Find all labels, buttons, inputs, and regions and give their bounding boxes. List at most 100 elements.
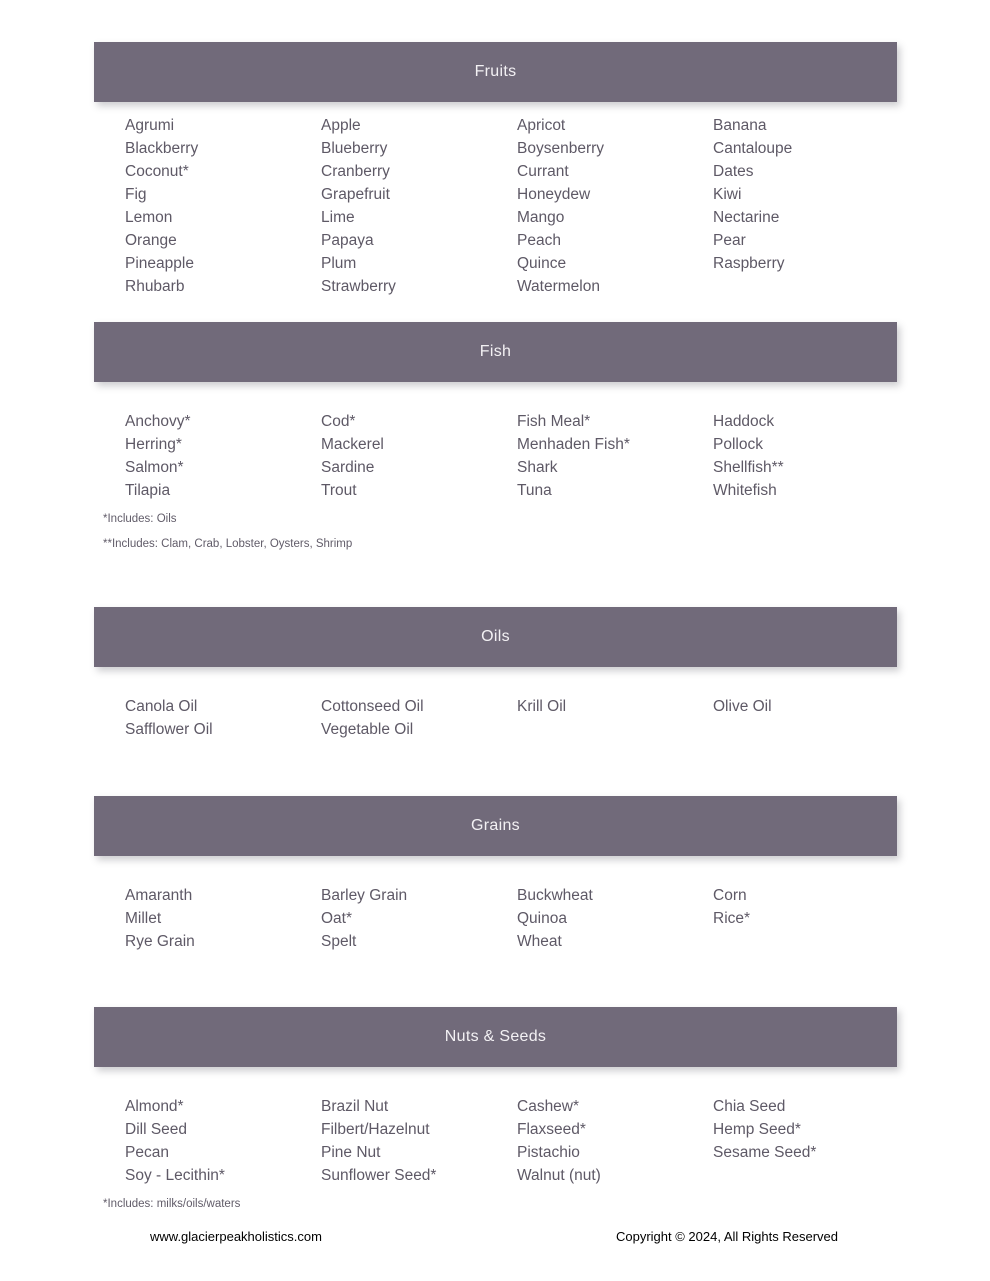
item-column: Almond* Dill Seed Pecan Soy - Lecithin*: [125, 1095, 321, 1187]
list-item: Apricot: [517, 117, 566, 134]
item-column: Cod* Mackerel Sardine Trout: [321, 410, 517, 502]
list-item: Canola Oil: [125, 698, 198, 715]
list-item: Wheat: [517, 933, 562, 950]
section-header-bar: Fish: [94, 322, 897, 382]
list-item: Sunflower Seed*: [321, 1167, 437, 1184]
item-column: Olive Oil: [713, 695, 909, 741]
list-item: Chia Seed: [713, 1098, 786, 1115]
list-item: Shellfish**: [713, 459, 784, 476]
list-item: Cottonseed Oil: [321, 698, 424, 715]
list-item: Boysenberry: [517, 140, 605, 157]
list-item: Kiwi: [713, 186, 742, 203]
list-item: Vegetable Oil: [321, 721, 414, 738]
list-item: Lemon: [125, 209, 173, 226]
section-item-grid: Amaranth Millet Rye Grain Barley Grain Oat* S…: [94, 856, 897, 953]
section-title: Oils: [481, 628, 510, 645]
list-item: Pineapple: [125, 255, 194, 272]
section-fish: Fish Anchovy* Herring* Salmon* Tilapia Cod* Ma…: [94, 322, 897, 551]
footnote: *Includes: milks/oils/waters: [103, 1198, 241, 1210]
item-column: Krill Oil: [517, 695, 713, 741]
list-item: Quinoa: [517, 910, 567, 927]
list-item: Orange: [125, 232, 177, 249]
list-item: Mackerel: [321, 436, 384, 453]
footnote: *Includes: Oils: [103, 513, 177, 525]
section-item-grid: Anchovy* Herring* Salmon* Tilapia Cod* Macker…: [94, 382, 897, 502]
list-item: Pecan: [125, 1144, 169, 1161]
list-item: Currant: [517, 163, 569, 180]
list-item: Filbert/Hazelnut: [321, 1121, 430, 1138]
list-item: Tuna: [517, 482, 552, 499]
list-item: Anchovy*: [125, 413, 191, 430]
list-item: Shark: [517, 459, 558, 476]
list-item: Cranberry: [321, 163, 390, 180]
list-item: Dill Seed: [125, 1121, 188, 1138]
list-item: Flaxseed*: [517, 1121, 586, 1138]
page-footer: www.glacierpeakholistics.com Copyright ©…: [94, 1229, 897, 1244]
item-column: Banana Cantaloupe Dates Kiwi Nectarine Pear Ra…: [713, 114, 909, 298]
item-column: Cashew* Flaxseed* Pistachio Walnut (nut): [517, 1095, 713, 1187]
list-item: Agrumi: [125, 117, 175, 134]
list-item: Nectarine: [713, 209, 780, 226]
list-item: Salmon*: [125, 459, 184, 476]
section-header-bar: Grains: [94, 796, 897, 856]
item-column: Agrumi Blackberry Coconut* Fig Lemon Orange Pi…: [125, 114, 321, 298]
list-item: Rhubarb: [125, 278, 185, 295]
section-item-grid: Almond* Dill Seed Pecan Soy - Lecithin* Braz…: [94, 1067, 897, 1187]
list-item: Strawberry: [321, 278, 396, 295]
item-column: Canola Oil Safflower Oil: [125, 695, 321, 741]
item-column: Chia Seed Hemp Seed* Sesame Seed*: [713, 1095, 909, 1187]
list-item: Menhaden Fish*: [517, 436, 630, 453]
list-item: Almond*: [125, 1098, 184, 1115]
list-item: Safflower Oil: [125, 721, 213, 738]
list-item: Cantaloupe: [713, 140, 793, 157]
list-item: Barley Grain: [321, 887, 408, 904]
section-item-grid: Agrumi Blackberry Coconut* Fig Lemon Orange Pi…: [94, 102, 897, 298]
list-item: Raspberry: [713, 255, 785, 272]
list-item: Krill Oil: [517, 698, 567, 715]
section-grains: Grains Amaranth Millet Rye Grain Barley Grai…: [94, 796, 897, 953]
item-column: Brazil Nut Filbert/Hazelnut Pine Nut Sunflo…: [321, 1095, 517, 1187]
list-item: Banana: [713, 117, 767, 134]
item-column: Apricot Boysenberry Currant Honeydew Mango Pe…: [517, 114, 713, 298]
list-item: Blackberry: [125, 140, 199, 157]
item-column: Anchovy* Herring* Salmon* Tilapia: [125, 410, 321, 502]
item-column: Cottonseed Oil Vegetable Oil: [321, 695, 517, 741]
list-item: Cashew*: [517, 1098, 580, 1115]
list-item: Amaranth: [125, 887, 193, 904]
item-column: Buckwheat Quinoa Wheat: [517, 884, 713, 953]
list-item: Tilapia: [125, 482, 171, 499]
list-item: Peach: [517, 232, 561, 249]
section-fruits: Fruits Agrumi Blackberry Coconut* Fig Lemon Or…: [94, 42, 897, 298]
list-item: Honeydew: [517, 186, 591, 203]
list-item: Herring*: [125, 436, 182, 453]
footnote: **Includes: Clam, Crab, Lobster, Oysters…: [103, 538, 353, 550]
section-oils: Oils Canola Oil Safflower Oil Cottonseed Oi…: [94, 607, 897, 741]
item-column: Amaranth Millet Rye Grain: [125, 884, 321, 953]
list-item: Fish Meal*: [517, 413, 591, 430]
page-content: Fruits Agrumi Blackberry Coconut* Fig Lemon Or…: [94, 0, 897, 1244]
list-item: Sardine: [321, 459, 375, 476]
item-column: Haddock Pollock Shellfish** Whitefish: [713, 410, 909, 502]
list-item: Apple: [321, 117, 361, 134]
list-item: Walnut (nut): [517, 1167, 601, 1184]
list-item: Millet: [125, 910, 162, 927]
list-item: Haddock: [713, 413, 775, 430]
list-item: Lime: [321, 209, 355, 226]
footer-website-url: www.glacierpeakholistics.com: [150, 1229, 322, 1244]
section-title: Nuts & Seeds: [444, 1028, 547, 1045]
list-item: Trout: [321, 482, 357, 499]
item-column: Barley Grain Oat* Spelt: [321, 884, 517, 953]
list-item: Corn: [713, 887, 747, 904]
list-item: Spelt: [321, 933, 357, 950]
list-item: Hemp Seed*: [713, 1121, 801, 1138]
list-item: Soy - Lecithin*: [125, 1167, 225, 1184]
footer-copyright: Copyright © 2024, All Rights Reserved: [615, 1229, 838, 1244]
list-item: Dates: [713, 163, 754, 180]
list-item: Buckwheat: [517, 887, 593, 904]
section-header-bar: Nuts & Seeds: [94, 1007, 897, 1067]
section-header-bar: Oils: [94, 607, 897, 667]
item-column: Apple Blueberry Cranberry Grapefruit Lime Pap…: [321, 114, 517, 298]
list-item: Oat*: [321, 910, 353, 927]
list-item: Pear: [713, 232, 746, 249]
